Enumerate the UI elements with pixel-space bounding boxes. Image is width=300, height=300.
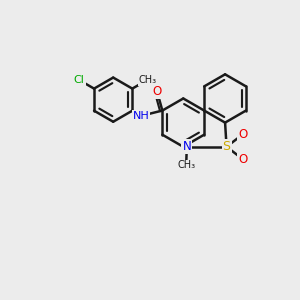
Text: CH₃: CH₃ xyxy=(177,160,195,170)
Text: N: N xyxy=(182,140,191,153)
Text: O: O xyxy=(238,128,248,141)
Text: NH: NH xyxy=(133,111,149,121)
Text: S: S xyxy=(223,140,231,153)
Text: Cl: Cl xyxy=(74,75,85,85)
Text: O: O xyxy=(238,153,248,166)
Text: O: O xyxy=(152,85,162,98)
Text: CH₃: CH₃ xyxy=(139,75,157,85)
